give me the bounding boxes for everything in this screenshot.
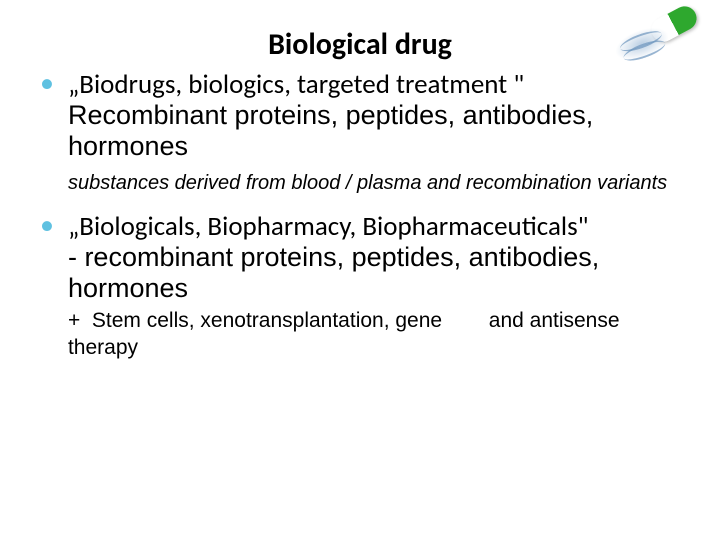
- content-area: • „Biodrugs, biologics, targeted treatme…: [0, 69, 720, 361]
- bullet-icon: •: [40, 211, 54, 239]
- section-body: Recombinant proteins, peptides, antibodi…: [68, 100, 676, 162]
- bullet-item: • „Biologicals, Biopharmacy, Biopharmace…: [66, 211, 676, 361]
- bullet-icon: •: [40, 69, 54, 97]
- logo-image: [608, 8, 698, 64]
- section-heading: „Biologicals, Biopharmacy, Biopharmaceut…: [68, 211, 676, 242]
- section-sub: + Stem cells, xenotransplantation, gene …: [68, 308, 676, 361]
- section-italic: substances derived from blood / plasma a…: [68, 172, 676, 195]
- bullet-body: „Biodrugs, biologics, targeted treatment…: [68, 69, 676, 195]
- bullet-body: „Biologicals, Biopharmacy, Biopharmaceut…: [68, 211, 676, 361]
- section-body: - recombinant proteins, peptides, antibo…: [68, 242, 676, 304]
- section-heading: „Biodrugs, biologics, targeted treatment…: [68, 69, 676, 100]
- bullet-item: • „Biodrugs, biologics, targeted treatme…: [66, 69, 676, 195]
